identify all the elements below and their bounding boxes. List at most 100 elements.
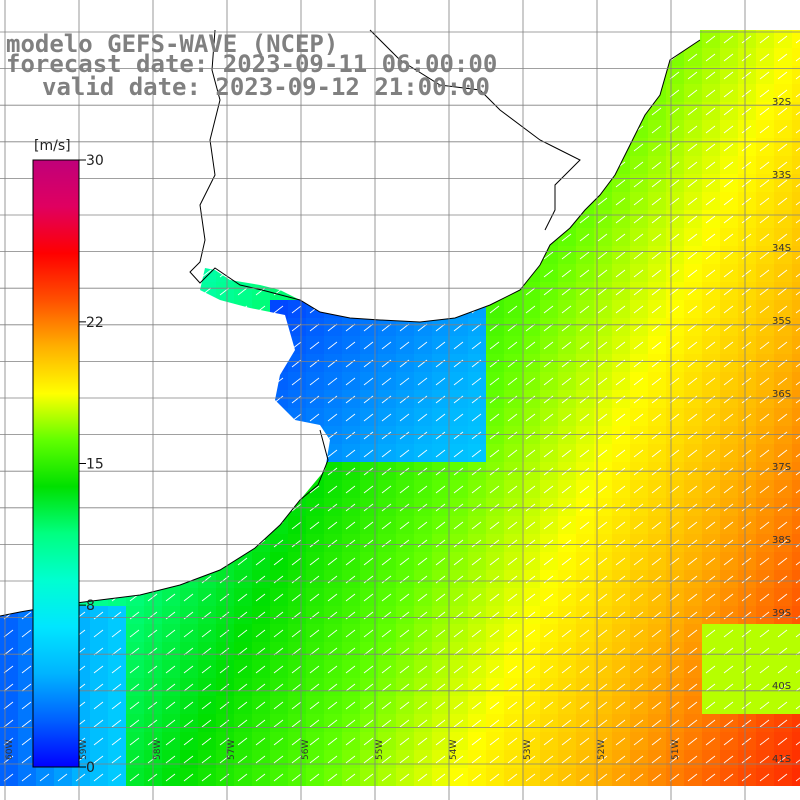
wind-arrow (417, 341, 428, 350)
wind-arrow (129, 683, 140, 692)
wind-arrow (759, 287, 770, 296)
wind-arrow (381, 449, 392, 458)
wind-arrow (525, 737, 536, 746)
wind-arrow (273, 665, 284, 674)
wind-arrow (327, 485, 338, 494)
wind-arrow (741, 269, 752, 278)
wind-arrow (273, 305, 284, 314)
wind-arrow (417, 395, 428, 404)
wind-arrow (345, 701, 356, 710)
wind-cell (792, 588, 800, 606)
wind-arrow (795, 543, 800, 548)
wind-arrow (327, 755, 338, 764)
wind-arrow (435, 719, 446, 728)
wind-arrow (777, 539, 788, 548)
wind-arrow (291, 755, 302, 764)
wind-arrow (507, 377, 518, 386)
wind-arrow (633, 161, 644, 170)
wind-arrow (723, 395, 734, 404)
wind-arrow (723, 35, 734, 44)
wind-arrow (417, 413, 428, 422)
wind-arrow (471, 341, 482, 350)
wind-arrow (795, 471, 800, 476)
wind-arrow (201, 629, 212, 638)
wind-arrow (129, 719, 140, 728)
wind-arrow (417, 521, 428, 530)
wind-arrow (651, 521, 662, 530)
wind-arrow (579, 413, 590, 422)
wind-arrow (705, 341, 716, 350)
wind-arrow (759, 413, 770, 422)
wind-arrow (795, 705, 800, 710)
wind-arrow (435, 773, 446, 782)
wind-arrow (741, 701, 752, 710)
wind-arrow (633, 269, 644, 278)
wind-arrow (435, 449, 446, 458)
wind-arrow (39, 773, 50, 782)
wind-arrow (723, 575, 734, 584)
wind-arrow (561, 413, 572, 422)
wind-arrow (651, 593, 662, 602)
wind-arrow (669, 143, 680, 152)
wind-arrow (291, 683, 302, 692)
wind-arrow (507, 701, 518, 710)
wind-arrow (183, 629, 194, 638)
wind-arrow (669, 773, 680, 782)
wind-arrow (237, 287, 248, 296)
wind-arrow (687, 521, 698, 530)
wind-arrow (651, 179, 662, 188)
wind-arrow (741, 179, 752, 188)
lon-label: 59W (79, 740, 89, 760)
wind-arrow (543, 557, 554, 566)
wind-arrow (111, 737, 122, 746)
wind-arrow (597, 395, 608, 404)
wind-arrow (201, 683, 212, 692)
wind-arrow (363, 665, 374, 674)
wind-arrow (705, 197, 716, 206)
wind-arrow (723, 539, 734, 548)
wind-arrow (273, 737, 284, 746)
wind-arrow (687, 305, 698, 314)
wind-arrow (723, 755, 734, 764)
wind-arrow (255, 629, 266, 638)
wind-arrow (345, 431, 356, 440)
wind-arrow (453, 575, 464, 584)
lon-label: 60W (5, 740, 15, 760)
lat-label: 35S (772, 316, 791, 327)
wind-arrow (777, 53, 788, 62)
wind-arrow (723, 269, 734, 278)
wind-arrow (165, 683, 176, 692)
wind-arrow (705, 521, 716, 530)
wind-arrow (651, 701, 662, 710)
wind-arrow (615, 485, 626, 494)
wind-arrow (363, 773, 374, 782)
wind-arrow (651, 341, 662, 350)
wind-cell (792, 444, 800, 462)
wind-arrow (543, 341, 554, 350)
wind-arrow (237, 665, 248, 674)
wind-arrow (615, 629, 626, 638)
wind-arrow (705, 251, 716, 260)
land-area (0, 30, 700, 616)
wind-arrow (579, 719, 590, 728)
wind-arrow (651, 755, 662, 764)
wind-arrow (183, 683, 194, 692)
wind-arrow (345, 521, 356, 530)
wind-arrow (417, 773, 428, 782)
wind-arrow (777, 593, 788, 602)
wind-arrow (219, 665, 230, 674)
wind-arrow (597, 233, 608, 242)
map-title: modelo GEFS-WAVE (NCEP) (6, 30, 339, 58)
wind-arrow (687, 719, 698, 728)
wind-arrow (669, 593, 680, 602)
wind-cell (792, 102, 800, 120)
wind-arrow (543, 287, 554, 296)
wind-arrow (741, 377, 752, 386)
wind-arrow (237, 773, 248, 782)
wind-arrow (489, 395, 500, 404)
wind-arrow (453, 377, 464, 386)
wind-arrow (147, 629, 158, 638)
lat-label: 33S (772, 170, 791, 181)
wind-arrow (669, 755, 680, 764)
wind-arrow (129, 665, 140, 674)
